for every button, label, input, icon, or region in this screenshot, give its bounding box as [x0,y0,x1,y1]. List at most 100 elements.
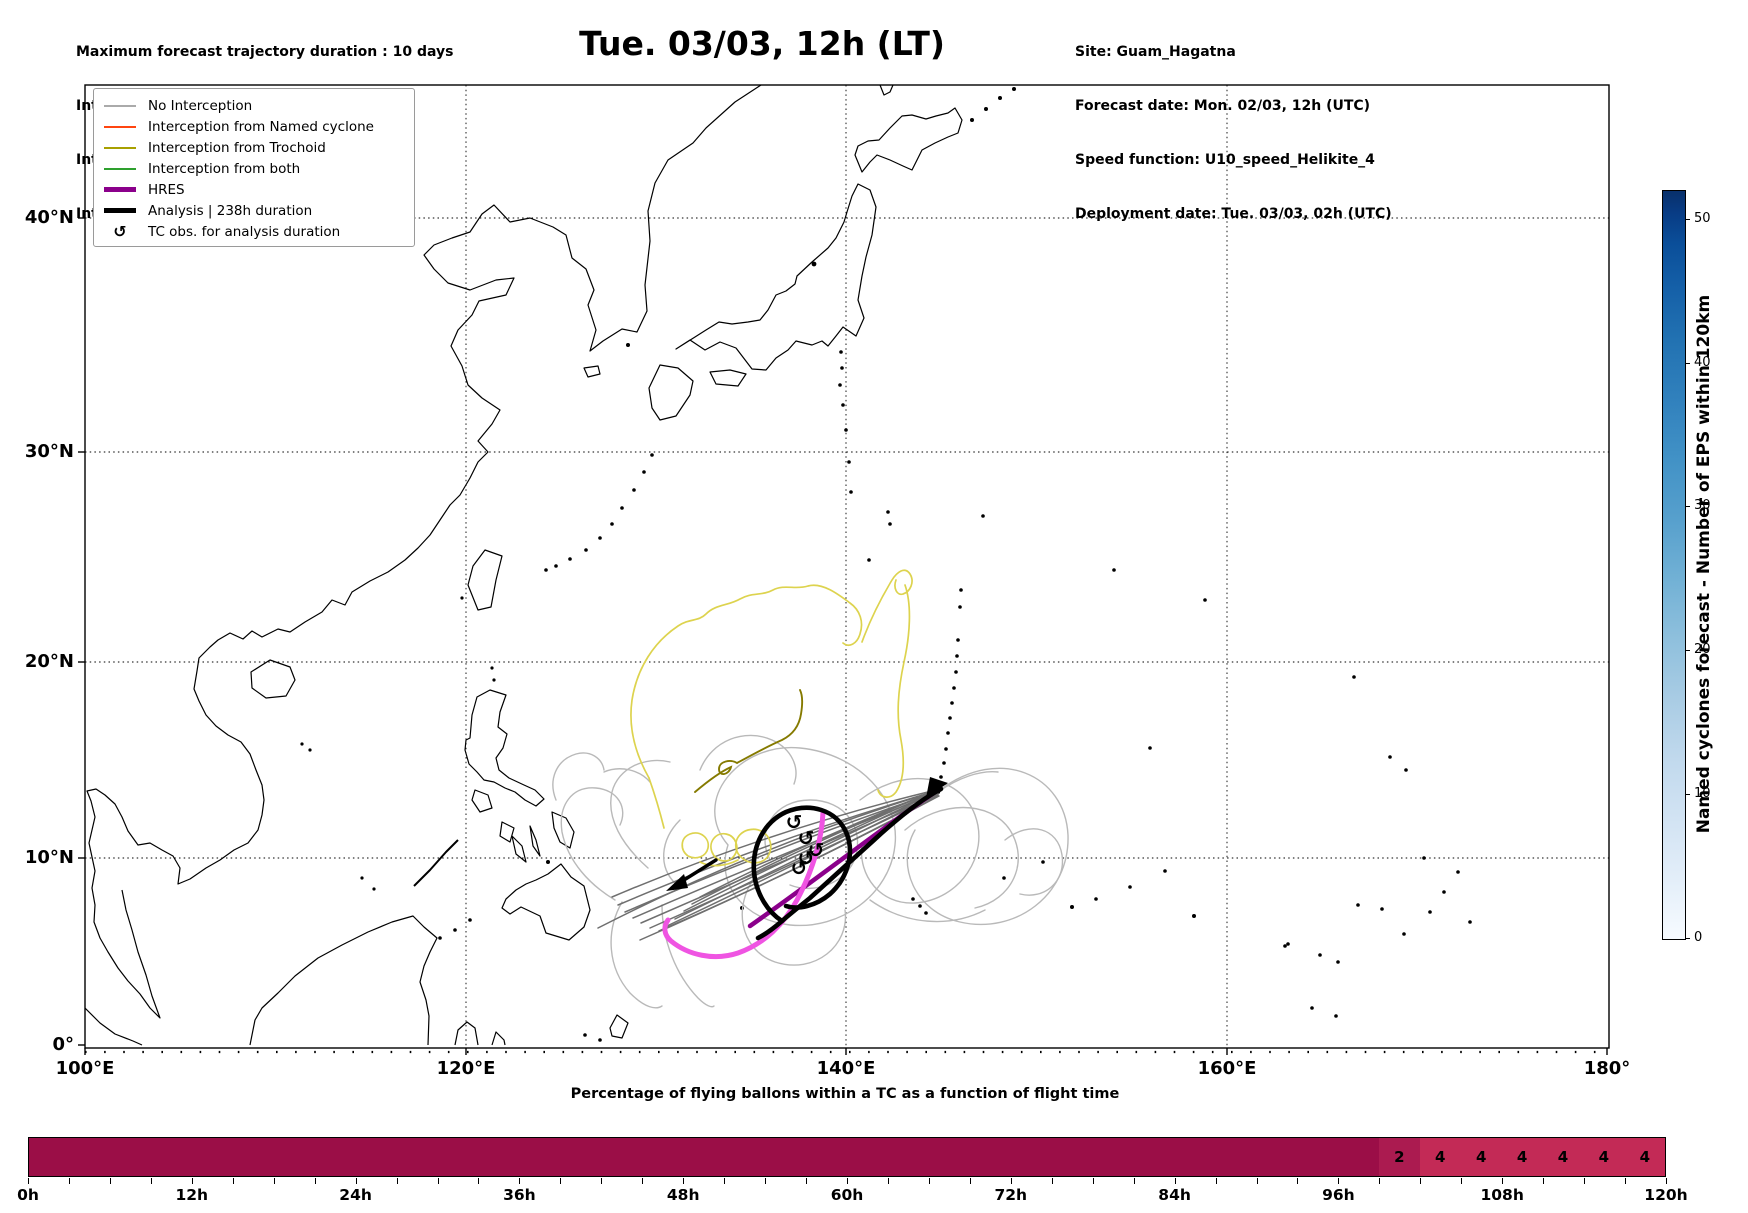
bar-cell [928,1138,970,1176]
bar-cell [29,1138,70,1176]
page-title: Tue. 03/03, 12h (LT) [579,24,945,63]
bottom-chart-title: Percentage of flying ballons within a TC… [570,1086,1120,1102]
trajectories-no-interception [552,734,1069,1009]
x-tick-label: 140°E [816,1058,876,1079]
legend-item: No Interception [104,95,404,116]
bar-tick-label: 72h [994,1186,1028,1204]
colorbar-ticks: 0 10 20 30 40 50 [1662,190,1711,945]
legend-line-swatch [104,167,136,170]
bar-cell [724,1138,766,1176]
bar-cell [1338,1138,1379,1176]
legend-item: ↺ TC obs. for analysis duration [104,221,404,242]
legend: No Interception Interception from Named c… [93,88,415,247]
bar-tick-label: 60h [830,1186,864,1204]
trajectories-eps-bundle [597,788,941,941]
bar-cell [765,1138,807,1176]
bar-cell [478,1138,520,1176]
svg-text:↺: ↺ [798,846,815,870]
bar-cell [151,1138,193,1176]
svg-text:↺: ↺ [786,810,803,834]
analysis-arrowheads [666,777,948,891]
legend-item: Analysis | 238h duration [104,200,404,221]
bar-cell [69,1138,111,1176]
bar-cell [1092,1138,1134,1176]
trajectory-hres-magenta [662,809,826,960]
bar-cell [519,1138,561,1176]
legend-label: Interception from both [148,160,301,177]
trajectories-trochoid [630,569,913,867]
legend-label: No Interception [148,97,253,114]
bar-tick-label: 12h [175,1186,209,1204]
map-frame [78,84,1610,1055]
legend-item: HRES [104,179,404,200]
bar-cell [847,1138,889,1176]
bar-cell [1051,1138,1093,1176]
legend-item: Interception from Trochoid [104,137,404,158]
y-tick-label: 20°N [24,651,74,672]
bar-cell [560,1138,602,1176]
tc-obs-icon: ↺ [113,221,127,241]
bar-cell [1010,1138,1052,1176]
legend-label: Interception from Trochoid [148,139,326,156]
bar-cell [806,1138,848,1176]
bar-cell [110,1138,152,1176]
bar-ticks [28,1178,1667,1185]
trajectory-trochoid-dark [694,689,804,793]
colorbar [1662,190,1686,940]
bar-cell: 4 [1583,1138,1625,1176]
bar-cell: 4 [1460,1138,1502,1176]
x-tick-label: 180° [1583,1058,1631,1079]
bar-cell [438,1138,479,1176]
colorbar-label: Named cyclones forecast - Number of EPS … [1694,294,1714,834]
svg-text:↺: ↺ [791,856,808,880]
bar-cell: 4 [1624,1138,1666,1176]
bar-cell [969,1138,1011,1176]
bar-tick-label: 84h [1158,1186,1191,1204]
y-tick-label: 30°N [24,441,74,462]
island-dots [300,87,1472,1042]
bar-cell [888,1138,929,1176]
site-line: Speed function: U10_speed_Helikite_4 [1075,152,1375,168]
bar-cell: 4 [1419,1138,1461,1176]
bar-tick-labels: 0h 12h 24h 36h 48h 60h 72h 84h 96h 108h 120h [17,1186,1688,1206]
site-line: Deployment date: Tue. 03/03, 02h (UTC) [1075,206,1392,222]
param-line: Maximum forecast trajectory duration : 1… [76,44,454,60]
bar-cell: 4 [1501,1138,1543,1176]
bar-cell [683,1138,725,1176]
bar-cell [1133,1138,1175,1176]
bar-tick-label: 108h [1480,1186,1524,1204]
site-line: Site: Guam_Hagatna [1075,44,1236,60]
y-tick-label: 10°N [24,847,74,868]
bar-tick-label: 120h [1644,1186,1688,1204]
legend-items: No Interception Interception from Named c… [104,95,404,242]
legend-line-swatch [104,146,136,149]
bar-tick-label: 96h [1322,1186,1355,1204]
svg-text:↺: ↺ [808,838,825,862]
bar-tick-label: 36h [503,1186,536,1204]
bar-cell [274,1138,316,1176]
bar-cell [1215,1138,1257,1176]
legend-label: Interception from Named cyclone [148,118,374,135]
x-tick-label: 100°E [55,1058,115,1079]
svg-text:↺: ↺ [798,826,815,850]
legend-line-swatch [104,187,136,192]
bar-cell [601,1138,643,1176]
legend-label: Analysis | 238h duration [148,202,313,219]
bar-tick-label: 24h [339,1186,372,1204]
y-tick-label: 0° [52,1034,74,1055]
bar-cell [1297,1138,1338,1176]
bar-tick-label: 48h [666,1186,700,1204]
site-info: Site: Guam_Hagatna Forecast date: Mon. 0… [1075,7,1392,259]
bar-cell [642,1138,684,1176]
legend-item: Interception from Named cyclone [104,116,404,137]
bar-cell [356,1138,398,1176]
trajectory-analysis [682,786,944,941]
bar-cell [315,1138,357,1176]
y-tick-label: 40°N [24,207,74,228]
bar-cell [397,1138,439,1176]
bar-cell [233,1138,275,1176]
legend-item: Interception from both [104,158,404,179]
